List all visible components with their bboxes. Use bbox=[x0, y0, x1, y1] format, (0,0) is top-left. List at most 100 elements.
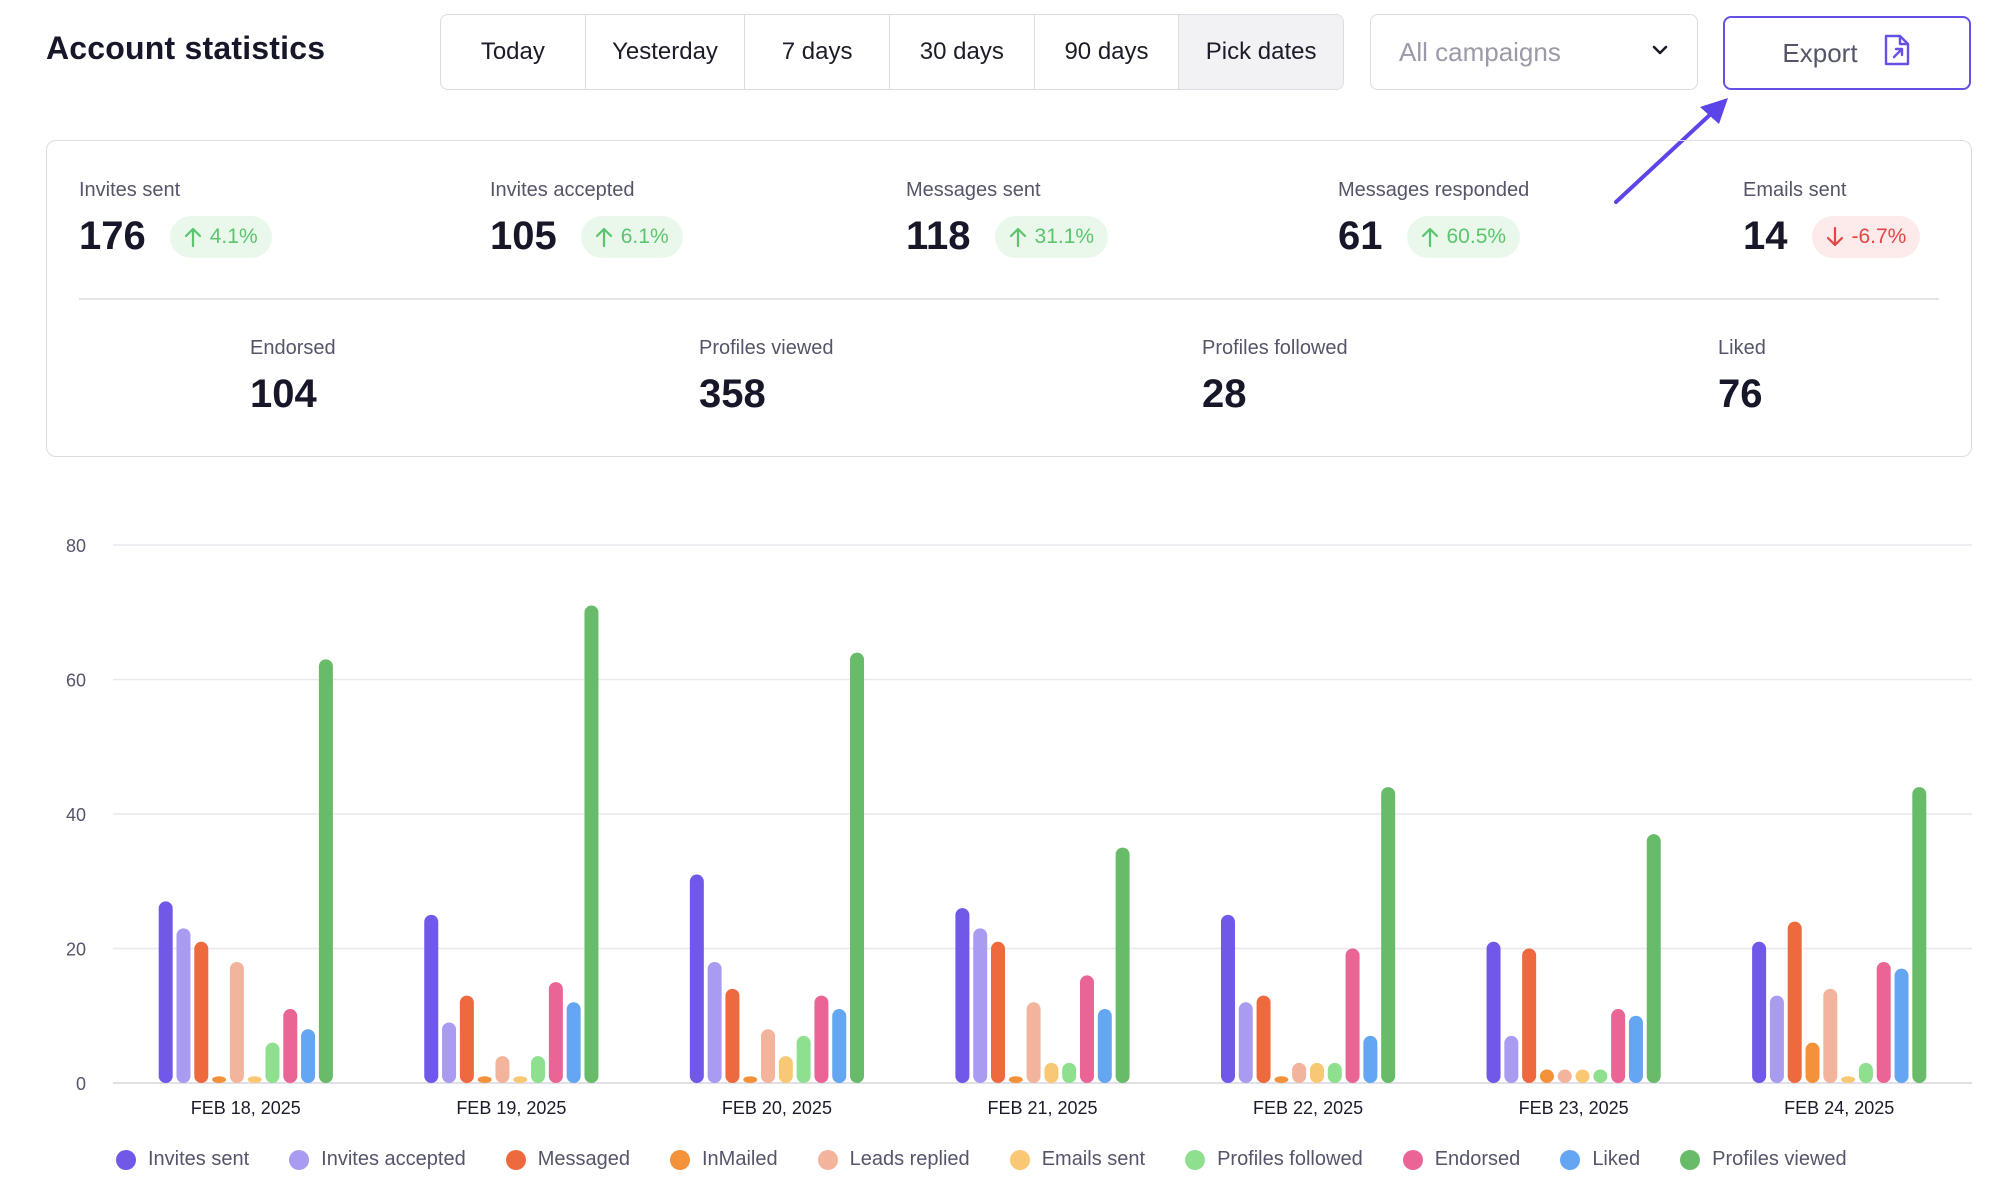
bar-emails-sent[interactable] bbox=[247, 1076, 262, 1083]
bar-profiles-followed[interactable] bbox=[1858, 1062, 1873, 1083]
bar-profiles-viewed[interactable] bbox=[584, 605, 599, 1083]
legend-item[interactable]: Invites sent bbox=[116, 1148, 249, 1171]
x-tick-label: FEB 22, 2025 bbox=[1253, 1098, 1363, 1118]
bar-endorsed[interactable] bbox=[1345, 948, 1360, 1084]
bar-messaged[interactable] bbox=[1522, 948, 1537, 1084]
bar-inmailed[interactable] bbox=[743, 1076, 758, 1083]
bar-liked[interactable] bbox=[301, 1029, 316, 1083]
bar-profiles-followed[interactable] bbox=[531, 1056, 546, 1083]
bar-messaged[interactable] bbox=[725, 988, 740, 1083]
bar-profiles-followed[interactable] bbox=[1062, 1062, 1077, 1083]
bar-inmailed[interactable] bbox=[212, 1076, 227, 1083]
legend-dot bbox=[1680, 1149, 1701, 1170]
bar-inmailed[interactable] bbox=[1008, 1076, 1023, 1083]
legend-item[interactable]: Profiles followed bbox=[1185, 1148, 1363, 1171]
bar-invites-accepted[interactable] bbox=[442, 1022, 457, 1083]
campaign-select[interactable]: All campaigns bbox=[1370, 14, 1698, 90]
bar-invites-sent[interactable] bbox=[689, 874, 704, 1083]
bar-leads-replied[interactable] bbox=[761, 1029, 776, 1083]
bar-emails-sent[interactable] bbox=[1841, 1076, 1856, 1083]
bar-profiles-followed[interactable] bbox=[1593, 1069, 1608, 1083]
bar-leads-replied[interactable] bbox=[1557, 1069, 1572, 1083]
legend-item[interactable]: Profiles viewed bbox=[1680, 1148, 1847, 1171]
bar-invites-accepted[interactable] bbox=[1238, 1002, 1253, 1083]
bar-endorsed[interactable] bbox=[814, 995, 829, 1083]
bar-invites-sent[interactable] bbox=[158, 901, 173, 1083]
stat-endorsed: Endorsed 104 bbox=[250, 337, 336, 417]
bar-leads-replied[interactable] bbox=[495, 1056, 510, 1083]
bar-profiles-viewed[interactable] bbox=[1115, 847, 1130, 1083]
bar-profiles-followed[interactable] bbox=[796, 1035, 811, 1083]
bar-endorsed[interactable] bbox=[1080, 975, 1094, 1083]
bar-emails-sent[interactable] bbox=[513, 1076, 528, 1083]
page-title: Account statistics bbox=[46, 30, 326, 66]
bar-messaged[interactable] bbox=[459, 995, 474, 1083]
x-tick-label: FEB 18, 2025 bbox=[191, 1098, 301, 1118]
y-tick-label: 60 bbox=[66, 671, 86, 691]
bar-emails-sent[interactable] bbox=[1044, 1062, 1059, 1083]
bar-invites-accepted[interactable] bbox=[973, 928, 988, 1083]
bar-messaged[interactable] bbox=[1256, 995, 1271, 1083]
bar-messaged[interactable] bbox=[1787, 921, 1802, 1083]
bar-messaged[interactable] bbox=[194, 941, 209, 1083]
bar-endorsed[interactable] bbox=[548, 982, 563, 1083]
bar-emails-sent[interactable] bbox=[1575, 1069, 1590, 1083]
bar-profiles-viewed[interactable] bbox=[318, 659, 333, 1083]
bar-liked[interactable] bbox=[1894, 968, 1909, 1083]
bar-profiles-followed[interactable] bbox=[265, 1042, 280, 1083]
bar-invites-accepted[interactable] bbox=[1769, 995, 1784, 1083]
bar-leads-replied[interactable] bbox=[229, 961, 244, 1083]
bar-emails-sent[interactable] bbox=[778, 1056, 793, 1083]
bar-leads-replied[interactable] bbox=[1026, 1002, 1041, 1083]
bar-invites-accepted[interactable] bbox=[1504, 1035, 1519, 1083]
range-90-days-button[interactable]: 90 days bbox=[1035, 15, 1180, 89]
legend-item[interactable]: Messaged bbox=[505, 1148, 630, 1171]
bar-invites-sent[interactable] bbox=[1486, 941, 1501, 1083]
stat-label: Invites sent bbox=[79, 179, 181, 201]
bar-profiles-followed[interactable] bbox=[1327, 1062, 1342, 1083]
bar-liked[interactable] bbox=[1628, 1015, 1643, 1083]
bar-profiles-viewed[interactable] bbox=[850, 652, 865, 1083]
bar-profiles-viewed[interactable] bbox=[1381, 787, 1396, 1083]
bar-invites-sent[interactable] bbox=[424, 914, 439, 1083]
bar-endorsed[interactable] bbox=[283, 1009, 298, 1083]
legend-item[interactable]: Invites accepted bbox=[289, 1148, 466, 1171]
bar-leads-replied[interactable] bbox=[1292, 1062, 1307, 1083]
legend-dot bbox=[505, 1149, 526, 1170]
bar-messaged[interactable] bbox=[991, 941, 1005, 1083]
bar-inmailed[interactable] bbox=[1805, 1042, 1820, 1083]
bar-liked[interactable] bbox=[1097, 1009, 1112, 1083]
legend-item[interactable]: Leads replied bbox=[817, 1148, 970, 1171]
range-pick-dates-button[interactable]: Pick dates bbox=[1179, 15, 1343, 89]
bar-invites-sent[interactable] bbox=[955, 908, 970, 1083]
range-yesterday-button[interactable]: Yesterday bbox=[586, 15, 746, 89]
legend-item[interactable]: Liked bbox=[1560, 1148, 1640, 1171]
bar-inmailed[interactable] bbox=[477, 1076, 492, 1083]
export-button[interactable]: Export bbox=[1723, 16, 1971, 90]
bar-inmailed[interactable] bbox=[1539, 1069, 1554, 1083]
bar-leads-replied[interactable] bbox=[1823, 988, 1838, 1083]
bar-profiles-viewed[interactable] bbox=[1646, 834, 1661, 1083]
bar-endorsed[interactable] bbox=[1876, 961, 1891, 1083]
legend-item[interactable]: InMailed bbox=[669, 1148, 778, 1171]
date-range-group: Today Yesterday 7 days 30 days 90 days P… bbox=[440, 14, 1344, 90]
legend-label: Profiles followed bbox=[1217, 1148, 1363, 1170]
y-tick-label: 40 bbox=[66, 805, 86, 825]
bar-emails-sent[interactable] bbox=[1309, 1062, 1324, 1083]
range-today-button[interactable]: Today bbox=[441, 15, 586, 89]
bar-inmailed[interactable] bbox=[1274, 1076, 1289, 1083]
bar-liked[interactable] bbox=[1363, 1035, 1378, 1083]
bar-liked[interactable] bbox=[832, 1009, 847, 1083]
range-30-days-button[interactable]: 30 days bbox=[890, 15, 1035, 89]
bar-endorsed[interactable] bbox=[1611, 1009, 1626, 1083]
bar-invites-sent[interactable] bbox=[1752, 941, 1767, 1083]
bar-invites-sent[interactable] bbox=[1220, 914, 1235, 1083]
legend-item[interactable]: Emails sent bbox=[1009, 1148, 1145, 1171]
legend-dot bbox=[116, 1149, 136, 1170]
range-7-days-button[interactable]: 7 days bbox=[745, 15, 890, 89]
legend-item[interactable]: Endorsed bbox=[1402, 1148, 1520, 1171]
bar-invites-accepted[interactable] bbox=[707, 961, 722, 1083]
bar-liked[interactable] bbox=[566, 1002, 581, 1083]
bar-invites-accepted[interactable] bbox=[176, 928, 191, 1083]
bar-profiles-viewed[interactable] bbox=[1912, 787, 1927, 1083]
